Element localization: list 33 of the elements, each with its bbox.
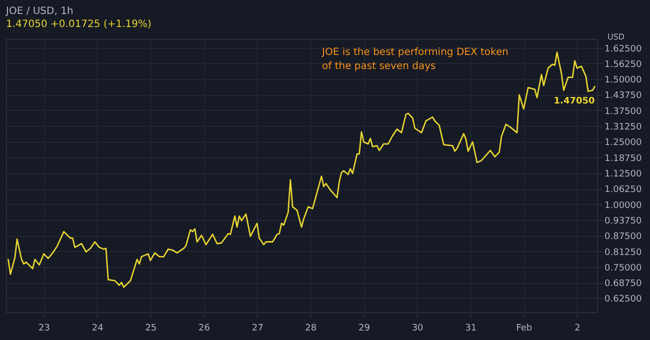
y-tick-label: 0.75000	[604, 263, 642, 274]
y-tick-label: 1.00000	[604, 200, 642, 211]
y-tick-label: 0.87500	[604, 232, 642, 242]
annotation: JOE is the best performing DEX token of the past seven days	[321, 47, 508, 72]
annotation: 1.47050	[554, 96, 595, 106]
y-tick-label: 0.68750	[604, 279, 642, 290]
x-tick-label: 25	[145, 324, 157, 334]
chart-subtitle: 1.47050 +0.01725 (+1.19%)	[6, 19, 152, 30]
y-tick-label: 1.25000	[604, 138, 642, 148]
y-tick-label: 0.93750	[604, 216, 642, 226]
x-tick-label: 2	[574, 324, 580, 334]
y-tick-label: 0.62500	[604, 294, 642, 305]
x-tick-label: Feb	[516, 324, 532, 334]
y-tick-label: 1.62500	[604, 44, 642, 54]
y-tick-label: 1.50000	[604, 76, 642, 86]
x-tick-label: 29	[358, 324, 370, 334]
x-tick-label: 27	[252, 324, 264, 334]
y-tick-label: 1.12500	[604, 169, 642, 180]
x-tick-label: 24	[92, 324, 104, 334]
y-tick-label: 1.56250	[604, 60, 642, 70]
y-tick-label: 0.81250	[604, 248, 642, 258]
x-tick-label: 26	[198, 324, 210, 334]
y-tick-label: 1.06250	[604, 185, 642, 196]
y-axis-title: USD	[608, 32, 625, 42]
x-tick-label: 28	[305, 324, 317, 334]
y-tick-label: 1.37500	[604, 106, 642, 117]
chart-title: JOE / USD, 1h	[5, 6, 74, 17]
x-tick-label: 30	[412, 324, 424, 334]
y-tick-label: 1.43750	[604, 91, 642, 102]
x-tick-label: 23	[38, 324, 50, 334]
x-tick-label: 31	[465, 324, 477, 334]
y-tick-label: 1.31250	[604, 122, 642, 133]
y-tick-label: 1.18750	[604, 154, 642, 164]
